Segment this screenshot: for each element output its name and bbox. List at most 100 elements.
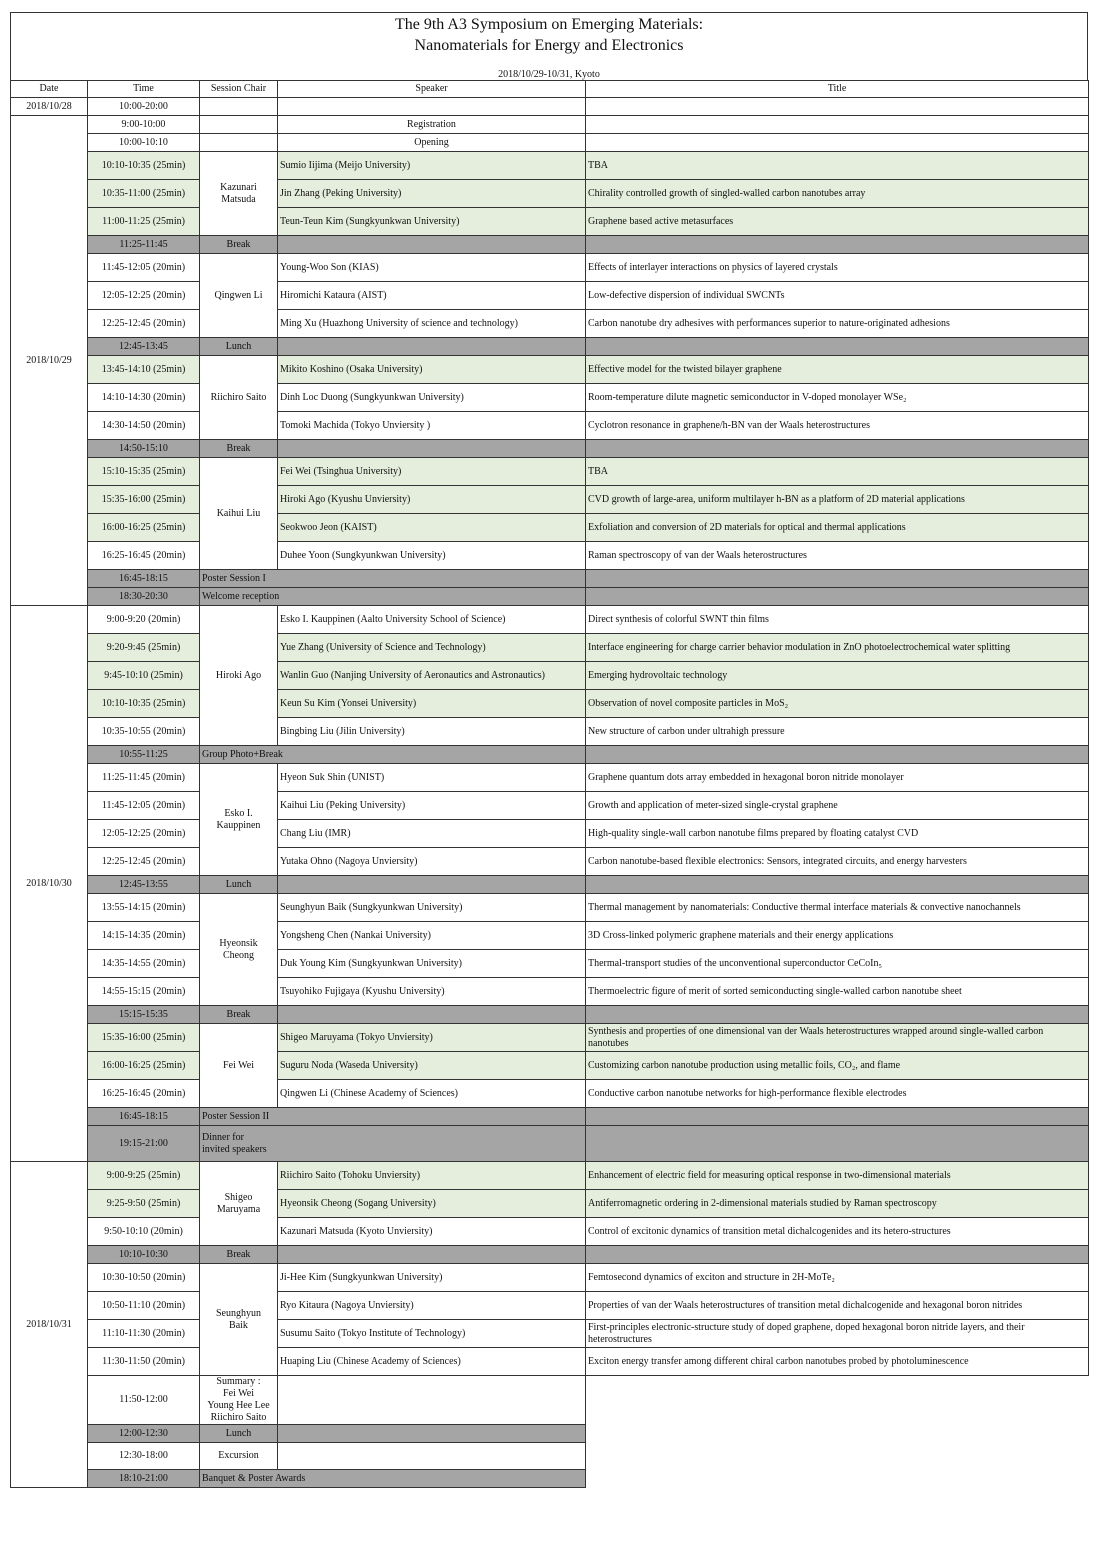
time-cell: 19:15-21:00 xyxy=(87,1125,200,1162)
time-cell: 10:35-11:00 (25min) xyxy=(87,179,200,208)
title-cell: TBA xyxy=(585,151,1089,180)
title-cell: Direct synthesis of colorful SWNT thin f… xyxy=(585,605,1089,634)
event-row: 18:10-21:00 Banquet & Poster Awards xyxy=(11,1469,1089,1488)
header-speaker: Speaker xyxy=(277,80,586,98)
talk-row: 12:05-12:25 (20min) Hiromichi Kataura (AI… xyxy=(11,281,1089,310)
date-cell: 2018/10/28 xyxy=(10,97,88,116)
title-cell: 3D Cross-linked polymeric graphene mater… xyxy=(585,921,1089,950)
time-cell: 9:45-10:10 (25min) xyxy=(87,661,200,690)
title-cell: Cyclotron resonance in graphene/h-BN van… xyxy=(585,411,1089,440)
header-date: Date xyxy=(10,80,88,98)
title-cell: Emerging hydrovoltaic technology xyxy=(585,661,1089,690)
header-time: Time xyxy=(87,80,200,98)
time-cell: 16:25-16:45 (20min) xyxy=(87,1079,200,1108)
time-cell: 16:45-18:15 xyxy=(87,569,200,588)
plain-row: 11:50-12:00 Summary : Fei Wei Young Hee L… xyxy=(11,1375,1089,1425)
talk-row: 16:25-16:45 (20min) Duhee Yoon (Sungkyunk… xyxy=(11,541,1089,570)
header-session-chair: Session Chair xyxy=(199,80,278,98)
time-cell: 9:25-9:50 (25min) xyxy=(87,1189,200,1218)
speaker-cell: Duhee Yoon (Sungkyunkwan University) xyxy=(277,541,586,570)
title-cell: Carbon nanotube-based flexible electroni… xyxy=(585,847,1089,876)
time-cell: 9:00-9:20 (20min) xyxy=(87,605,200,634)
talk-row: 11:00-11:25 (25min) Teun-Teun Kim (Sungky… xyxy=(11,207,1089,236)
event-label: Poster Session II xyxy=(199,1107,586,1126)
talk-row: 10:35-10:55 (20min) Bingbing Liu (Jilin U… xyxy=(11,717,1089,746)
title-cell xyxy=(585,875,1089,894)
session-chair-cell: Kaihui Liu xyxy=(199,457,278,570)
time-cell: 11:25-11:45 xyxy=(87,235,200,254)
time-cell: 11:50-12:00 xyxy=(87,1375,200,1425)
speaker-cell: Hyeonsik Cheong (Sogang University) xyxy=(277,1189,586,1218)
speaker-cell xyxy=(277,1442,586,1470)
title-cell xyxy=(585,235,1089,254)
time-cell: 13:55-14:15 (20min) xyxy=(87,893,200,922)
title-cell xyxy=(585,1125,1089,1162)
time-cell: 15:35-16:00 (25min) xyxy=(87,1023,200,1052)
speaker-cell: Sumio Iijima (Meijo University) xyxy=(277,151,586,180)
session-chair-cell xyxy=(199,115,278,134)
session-chair-cell: Kazunari Matsuda xyxy=(199,151,278,236)
session-chair-cell: Hiroki Ago xyxy=(199,605,278,746)
session-chair-cell: Esko I. Kauppinen xyxy=(199,763,278,876)
time-cell: 18:30-20:30 xyxy=(87,587,200,606)
title-cell: Graphene quantum dots array embedded in … xyxy=(585,763,1089,792)
header-title: Title xyxy=(585,80,1089,98)
break-row: 14:50-15:10 Break xyxy=(11,439,1089,458)
speaker-cell: Mikito Koshino (Osaka University) xyxy=(277,355,586,384)
time-cell: 12:25-12:45 (20min) xyxy=(87,309,200,338)
speaker-cell: Huaping Liu (Chinese Academy of Sciences… xyxy=(277,1347,586,1376)
speaker-cell xyxy=(277,1005,586,1024)
talk-row: 11:45-12:05 (20min) Qingwen Li Young-Woo S… xyxy=(11,253,1089,338)
time-cell: 18:10-21:00 xyxy=(87,1469,200,1488)
event-row: 16:45-18:15 Poster Session I xyxy=(11,569,1089,588)
title-cell: New structure of carbon under ultrahigh … xyxy=(585,717,1089,746)
talk-row: 16:25-16:45 (20min) Qingwen Li (Chinese A… xyxy=(11,1079,1089,1108)
time-cell: 10:30-10:50 (20min) xyxy=(87,1263,200,1292)
time-cell: 10:10-10:35 (25min) xyxy=(87,689,200,718)
speaker-cell: Tomoki Machida (Tokyo Unviersity ) xyxy=(277,411,586,440)
time-cell: 13:45-14:10 (25min) xyxy=(87,355,200,384)
schedule-table: Date Time Session Chair Speaker Title 20… xyxy=(10,80,1089,1488)
title-cell xyxy=(585,133,1089,152)
speaker-cell xyxy=(277,97,586,116)
talk-row: 15:35-16:00 (25min) Hiroki Ago (Kyushu Un… xyxy=(11,485,1089,514)
time-cell: 16:25-16:45 (20min) xyxy=(87,541,200,570)
speaker-cell: Esko I. Kauppinen (Aalto University Scho… xyxy=(277,605,586,634)
speaker-cell: Duk Young Kim (Sungkyunkwan University) xyxy=(277,949,586,978)
event-label: Poster Session I xyxy=(199,569,586,588)
time-cell: 12:05-12:25 (20min) xyxy=(87,819,200,848)
speaker-cell: Hiroki Ago (Kyushu Unviersity) xyxy=(277,485,586,514)
time-cell: 10:10-10:35 (25min) xyxy=(87,151,200,180)
time-cell: 10:00-10:10 xyxy=(87,133,200,152)
time-cell: 9:20-9:45 (25min) xyxy=(87,633,200,662)
time-cell: 11:45-12:05 (20min) xyxy=(87,253,200,282)
talk-row: 2018/10/31 9:00-9:25 (25min) Shigeo Maruya… xyxy=(10,1161,1089,1488)
event-label: Welcome reception xyxy=(199,587,586,606)
session-chair-cell: Fei Wei xyxy=(199,1023,278,1108)
speaker-cell: Hyeon Suk Shin (UNIST) xyxy=(277,763,586,792)
title-line-1: The 9th A3 Symposium on Emerging Materia… xyxy=(394,16,704,33)
time-cell: 14:50-15:10 xyxy=(87,439,200,458)
talk-row: 13:45-14:10 (25min) Riichiro Saito Mikito … xyxy=(11,355,1089,440)
title-cell: Exfoliation and conversion of 2D materia… xyxy=(585,513,1089,542)
talk-row: 11:25-11:45 (20min) Esko I. Kauppinen Hyeo… xyxy=(11,763,1089,876)
speaker-cell: Riichiro Saito (Tohoku Unviersity) xyxy=(277,1161,586,1190)
title-cell xyxy=(585,115,1089,134)
schedule-document: The 9th A3 Symposium on Emerging Materia… xyxy=(10,12,1089,1488)
plain-row: 2018/10/29 9:00-10:00 Registration xyxy=(10,115,1089,606)
speaker-cell: Registration xyxy=(277,115,586,134)
speaker-cell xyxy=(277,1424,586,1443)
break-label: Break xyxy=(199,235,278,254)
title-cell: TBA xyxy=(585,457,1089,486)
time-cell: 10:00-20:00 xyxy=(87,97,200,116)
speaker-cell: Yue Zhang (University of Science and Tec… xyxy=(277,633,586,662)
document-header: The 9th A3 Symposium on Emerging Materia… xyxy=(10,12,1088,80)
event-row: 16:45-18:15 Poster Session II xyxy=(11,1107,1089,1126)
talk-row: 14:10-14:30 (20min) Dinh Loc Duong (Sungk… xyxy=(11,383,1089,412)
title-cell: Control of excitonic dynamics of transit… xyxy=(585,1217,1089,1246)
speaker-cell xyxy=(277,1245,586,1264)
talk-row: 16:00-16:25 (25min) Seokwoo Jeon (KAIST) E… xyxy=(11,513,1089,542)
title-cell: Effects of interlayer interactions on ph… xyxy=(585,253,1089,282)
title-cell: Interface engineering for charge carrier… xyxy=(585,633,1089,662)
title-cell: Room-temperature dilute magnetic semicon… xyxy=(585,383,1089,412)
